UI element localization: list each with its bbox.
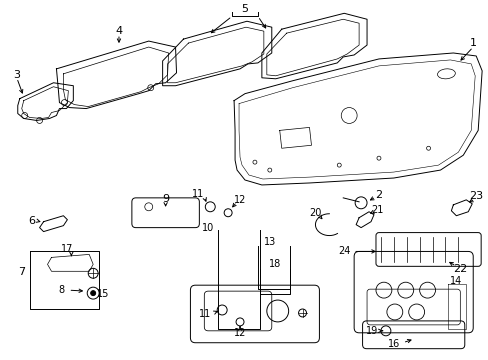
Text: 12: 12 <box>233 195 246 205</box>
Text: 18: 18 <box>268 259 280 269</box>
Text: 6: 6 <box>28 216 35 226</box>
Text: 14: 14 <box>449 276 462 286</box>
Text: 8: 8 <box>58 285 64 295</box>
Text: 24: 24 <box>337 247 350 256</box>
Text: 1: 1 <box>469 38 476 48</box>
Text: 10: 10 <box>202 222 214 233</box>
Text: 2: 2 <box>375 190 382 200</box>
Text: 5: 5 <box>241 4 248 14</box>
Text: 20: 20 <box>308 208 321 218</box>
Text: 23: 23 <box>468 191 482 201</box>
Text: 15: 15 <box>97 289 109 299</box>
Circle shape <box>90 291 96 296</box>
Text: 13: 13 <box>263 237 275 247</box>
Text: 11: 11 <box>199 309 211 319</box>
Text: 9: 9 <box>162 194 169 204</box>
Text: 7: 7 <box>18 267 25 277</box>
Text: 11: 11 <box>192 189 204 199</box>
Text: 4: 4 <box>115 26 122 36</box>
Text: 12: 12 <box>233 328 246 338</box>
Text: 16: 16 <box>387 339 399 349</box>
Text: 22: 22 <box>452 264 467 274</box>
Text: 3: 3 <box>13 70 20 80</box>
Text: 19: 19 <box>365 326 377 336</box>
Text: 17: 17 <box>61 244 73 255</box>
Text: 21: 21 <box>370 205 383 215</box>
